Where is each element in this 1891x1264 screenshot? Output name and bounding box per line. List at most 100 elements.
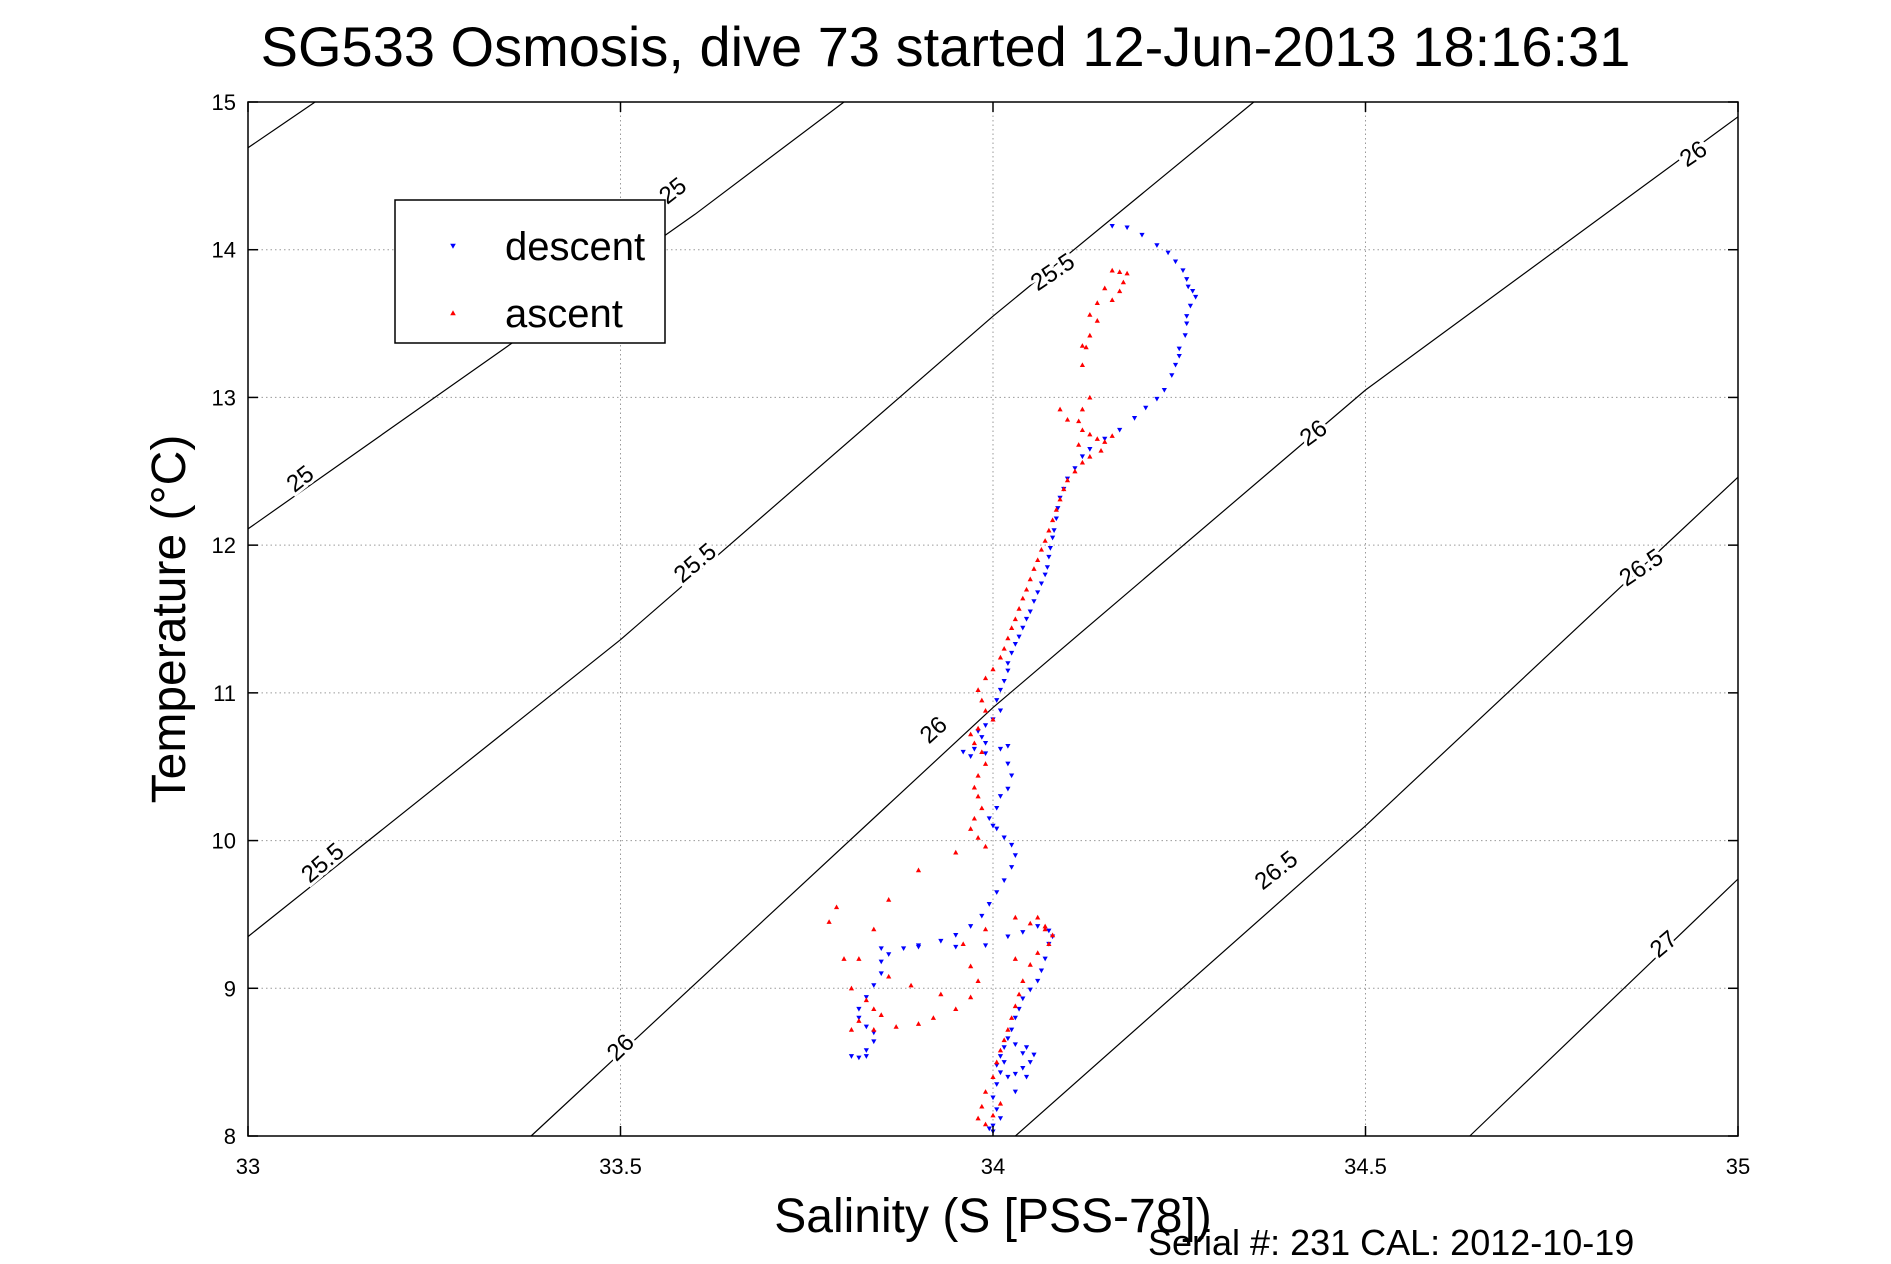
descent-point: [953, 944, 959, 950]
ascent-point: [856, 1018, 862, 1023]
ascent-point: [1117, 288, 1123, 294]
descent-point: [990, 1095, 996, 1101]
ascent-point: [975, 1115, 981, 1121]
ascent-point: [1012, 914, 1018, 920]
ascent-point: [908, 982, 914, 988]
descent-point: [901, 946, 907, 952]
descent-point: [990, 823, 996, 829]
y-tick-label: 13: [212, 385, 236, 410]
contour-label: 25: [282, 460, 320, 498]
descent-point: [994, 890, 1000, 895]
ascent-point: [1109, 433, 1115, 438]
contour-line-27: [1469, 878, 1739, 1137]
ascent-point: [833, 904, 840, 910]
ascent-point: [975, 687, 981, 692]
descent-point: [1023, 616, 1030, 622]
y-tick-label: 12: [212, 533, 236, 558]
ascent-point: [1023, 586, 1030, 592]
ascent-point: [953, 849, 959, 855]
ascent-point: [979, 1103, 985, 1109]
ascent-point: [1117, 269, 1123, 274]
ascent-point: [997, 654, 1004, 660]
descent-point: [878, 946, 884, 952]
descent-point: [1038, 968, 1045, 974]
ascent-point: [1009, 625, 1015, 630]
descent-point: [1184, 321, 1190, 327]
ascent-point: [1057, 406, 1063, 412]
ascent-point: [1079, 343, 1085, 348]
descent-point: [915, 944, 922, 950]
descent-point: [1009, 842, 1015, 848]
descent-point: [994, 826, 1000, 832]
descent-point: [1109, 224, 1115, 229]
contour-line-25: [247, 101, 316, 149]
descent-point: [1042, 572, 1048, 578]
descent-point: [1176, 346, 1182, 352]
y-tick-label: 9: [224, 976, 236, 1001]
ascent-point: [893, 1024, 899, 1029]
ascent-point: [982, 1089, 989, 1094]
descent-point: [971, 746, 977, 752]
ascent-point: [968, 963, 974, 969]
descent-point: [886, 952, 892, 957]
descent-point: [982, 723, 989, 728]
descent-point: [1005, 743, 1011, 749]
descent-point: [856, 1055, 862, 1061]
descent-point: [1020, 930, 1026, 935]
ascent-point: [960, 941, 966, 947]
ascent-point: [1046, 941, 1052, 947]
chart-title: SG533 Osmosis, dive 73 started 12-Jun-20…: [260, 15, 1631, 78]
ascent-point: [1009, 1015, 1015, 1020]
ascent-point: [1064, 416, 1071, 422]
descent-point: [1187, 303, 1194, 309]
descent-point: [1005, 786, 1011, 792]
ascent-point: [971, 740, 977, 746]
ascent-point: [1098, 448, 1104, 453]
ascent-point: [1001, 1037, 1007, 1043]
ascent-point: [1087, 394, 1093, 400]
y-axis-label: Temperature (°C): [143, 435, 196, 804]
descent-point: [1172, 259, 1179, 265]
descent-point: [1102, 436, 1108, 442]
x-tick-label: 33: [236, 1154, 260, 1179]
descent-point: [997, 1070, 1004, 1076]
descent-point: [1087, 447, 1093, 452]
ascent-point: [990, 1074, 996, 1079]
ascent-point: [841, 956, 847, 961]
contour-label: 26: [1675, 135, 1712, 172]
ascent-point: [1001, 645, 1007, 651]
descent-point: [986, 1126, 992, 1132]
descent-point: [1131, 416, 1138, 421]
x-axis-ticks: 33 33.5 34 34.5 35: [236, 102, 1750, 1179]
ascent-point: [1094, 300, 1100, 305]
y-tick-label: 8: [224, 1124, 236, 1149]
ascent-point: [982, 843, 989, 849]
descent-point: [871, 983, 877, 988]
ascent-point: [1102, 439, 1108, 444]
ascent-point: [915, 1021, 922, 1026]
descent-point: [1005, 1074, 1011, 1080]
descent-point: [1193, 294, 1199, 300]
ascent-point: [997, 1047, 1004, 1053]
descent-point: [1023, 1045, 1030, 1050]
descent-point: [1012, 642, 1018, 647]
ascent-point: [975, 978, 981, 983]
descent-point: [997, 746, 1004, 752]
descent-point: [1042, 956, 1048, 962]
descent-point: [1012, 1015, 1018, 1021]
ascent-point: [856, 956, 862, 961]
descent-point: [986, 902, 992, 907]
ascent-point: [968, 994, 974, 1000]
ascent-point: [990, 716, 996, 722]
y-axis-ticks: 8 9 10 11 12 13 14 15: [212, 90, 1738, 1149]
descent-series: [848, 224, 1199, 1135]
descent-point: [997, 708, 1004, 714]
descent-point: [1143, 405, 1149, 411]
ascent-point: [1050, 517, 1056, 523]
descent-point: [968, 754, 974, 759]
descent-point: [1001, 678, 1007, 684]
ascent-point: [886, 897, 892, 902]
ascent-point: [1076, 418, 1082, 424]
descent-point: [1009, 650, 1015, 656]
descent-point: [1038, 581, 1045, 587]
